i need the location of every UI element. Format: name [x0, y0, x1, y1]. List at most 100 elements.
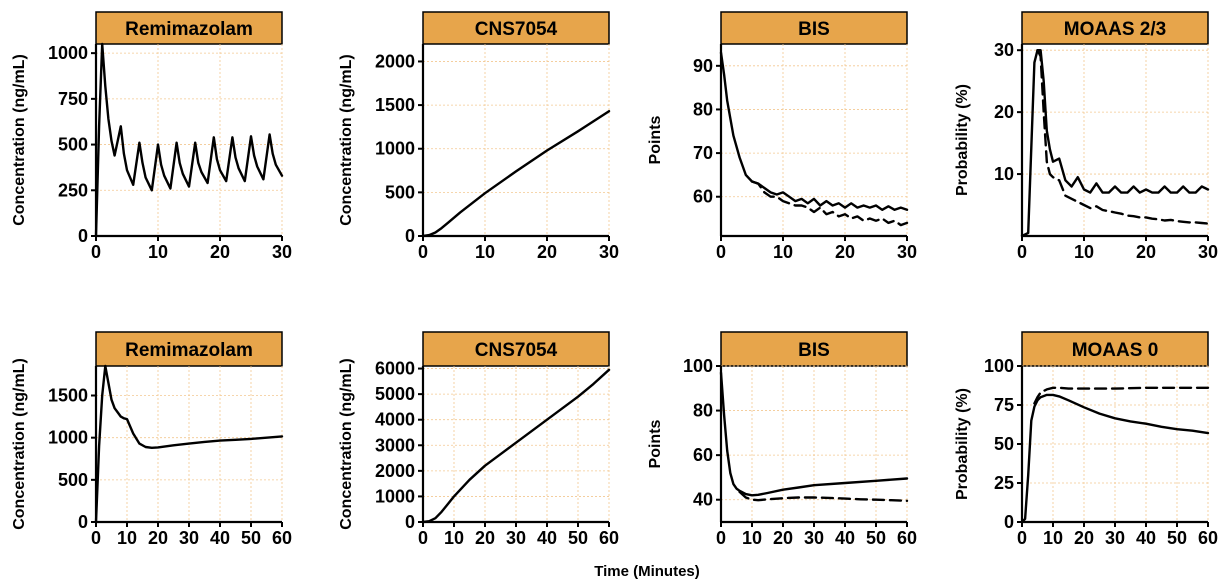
panel-8-y-axis-title: Probability (%) — [954, 388, 971, 500]
panel-7-series-dashed-line — [738, 490, 909, 502]
panel-5-title: Remimazolam — [125, 340, 253, 361]
panel-2-y-tick-label: 500 — [385, 182, 415, 202]
panel-8-strip — [1021, 331, 1209, 367]
panel-8-y-tick-label: 75 — [994, 395, 1014, 415]
panel-6-x-tick-label: 20 — [475, 528, 495, 548]
panel-5-strip — [95, 331, 283, 367]
panel-6-x-tick-label: 0 — [418, 528, 428, 548]
panel-5-series-solid-line — [94, 364, 284, 524]
panel-8-y-tick-label: 100 — [984, 356, 1014, 376]
panel-8-x-tick-label: 30 — [1105, 528, 1125, 548]
panel-3-title: BIS — [798, 19, 830, 40]
panel-8-series-dashed-line — [1033, 386, 1210, 405]
panel-4-x-tick-label: 30 — [1198, 242, 1218, 262]
panel-6-y-tick-label: 0 — [405, 512, 415, 532]
panel-4-y-axis-title: Probability (%) — [954, 84, 971, 196]
panel-2: CNS7054 0 10 20 30 0 500 1000 1500 2000 Concentrat… — [338, 11, 619, 262]
x-axis-title: Time (Minutes) — [594, 563, 700, 580]
panel-4-strip — [1021, 11, 1209, 45]
panel-3-y-tick-label: 60 — [693, 187, 713, 207]
panel-4-x-tick-label: 20 — [1136, 242, 1156, 262]
panel-7-x-tick-label: 0 — [716, 528, 726, 548]
panel-8-title: MOAAS 0 — [1072, 340, 1159, 361]
panel-3-x-tick-label: 30 — [897, 242, 917, 262]
panel-1-y-tick-label: 250 — [58, 180, 88, 200]
panel-8-x-tick-label: 0 — [1017, 528, 1027, 548]
panel-5-y-tick-label: 0 — [78, 512, 88, 532]
panel-5-x-tick-label: 40 — [210, 528, 230, 548]
panel-6-x-tick-label: 30 — [506, 528, 526, 548]
panel-5-y-tick-label: 1500 — [48, 386, 88, 406]
panel-4-series-dashed-line — [1036, 49, 1210, 225]
panel-5-x-tick-label: 10 — [117, 528, 137, 548]
panel-8-series-solid-line — [1020, 393, 1210, 524]
panel-6-y-axis-title: Concentration (ng/mL) — [338, 358, 355, 530]
panel-3-x-tick-label: 10 — [773, 242, 793, 262]
panel-3-y-tick-label: 80 — [693, 99, 713, 119]
panel-6-x-tick-label: 40 — [537, 528, 557, 548]
panel-5-y-axis-title: Concentration (ng/mL) — [11, 358, 28, 530]
panel-8-x-tick-label: 60 — [1198, 528, 1218, 548]
panel-2-y-tick-label: 1000 — [375, 139, 415, 159]
panel-3-x-tick-label: 0 — [716, 242, 726, 262]
panel-8-y-tick-label: 50 — [994, 434, 1014, 454]
panel-2-series-solid-line — [421, 109, 611, 238]
panel-2-x-tick-label: 10 — [475, 242, 495, 262]
panel-6-strip — [422, 331, 610, 367]
panel-2-y-tick-label: 0 — [405, 226, 415, 246]
panel-7-x-tick-label: 40 — [835, 528, 855, 548]
panel-5-x-tick-label: 20 — [148, 528, 168, 548]
panel-8-x-tick-label: 20 — [1074, 528, 1094, 548]
panel-8-y-tick-label: 0 — [1004, 512, 1014, 532]
panel-4-y-tick-label: 20 — [994, 102, 1014, 122]
panel-6-y-tick-label: 6000 — [375, 359, 415, 379]
panel-2-x-tick-label: 20 — [537, 242, 557, 262]
panel-7-x-tick-label: 60 — [897, 528, 917, 548]
panel-3-series-dashed-line — [750, 180, 909, 227]
panel-2-title: CNS7054 — [475, 19, 558, 40]
panel-5-x-tick-label: 60 — [272, 528, 292, 548]
panel-7-y-tick-label: 60 — [693, 445, 713, 465]
panel-7-y-tick-label: 80 — [693, 401, 713, 421]
panel-4-y-tick-label: 10 — [994, 164, 1014, 184]
panel-1-x-tick-label: 0 — [91, 242, 101, 262]
panel-5: Remimazolam 0 10 20 30 40 50 60 0 500 1000 1500 Conc… — [11, 331, 292, 548]
panel-4-x-tick-label: 10 — [1074, 242, 1094, 262]
panel-6-y-tick-label: 2000 — [375, 461, 415, 481]
panel-7-x-tick-label: 10 — [742, 528, 762, 548]
panel-5-y-tick-label: 500 — [58, 470, 88, 490]
panel-1-y-tick-label: 500 — [58, 135, 88, 155]
panel-2-y-axis-title: Concentration (ng/mL) — [338, 54, 355, 226]
panel-3-y-tick-label: 70 — [693, 143, 713, 163]
panel-6: CNS7054 0 10 20 30 40 50 60 0 1000 2000 3000 4000 500… — [338, 331, 619, 548]
panel-7-x-tick-label: 20 — [773, 528, 793, 548]
panel-7: BIS 0 10 20 30 40 50 60 40 60 80 100 Points — [647, 331, 917, 548]
panel-6-x-tick-label: 60 — [599, 528, 619, 548]
panel-6-y-tick-label: 1000 — [375, 486, 415, 506]
panel-7-x-tick-label: 50 — [866, 528, 886, 548]
panel-1-y-axis-title: Concentration (ng/mL) — [11, 54, 28, 226]
panel-1-title: Remimazolam — [125, 19, 253, 40]
panel-5-x-tick-label: 0 — [91, 528, 101, 548]
panel-4-series-solid-line — [1020, 49, 1210, 238]
panel-5-y-tick-label: 1000 — [48, 428, 88, 448]
panel-8-x-tick-label: 50 — [1167, 528, 1187, 548]
panel-1-y-tick-label: 0 — [78, 226, 88, 246]
panel-6-y-tick-label: 5000 — [375, 384, 415, 404]
panel-1-x-tick-label: 30 — [272, 242, 292, 262]
panel-6-title: CNS7054 — [475, 340, 558, 361]
panel-8-y-tick-label: 25 — [994, 473, 1014, 493]
panel-4-x-tick-label: 0 — [1017, 242, 1027, 262]
panel-6-x-tick-label: 50 — [568, 528, 588, 548]
panel-1-y-tick-label: 1000 — [48, 43, 88, 63]
panel-7-title: BIS — [798, 340, 830, 361]
panel-8: MOAAS 0 0 10 20 30 40 50 60 0 25 50 75 100 Probabilit… — [954, 331, 1218, 548]
panel-3: BIS 0 10 20 30 60 70 80 90 Points — [647, 11, 917, 262]
panel-1-x-tick-label: 10 — [148, 242, 168, 262]
panel-1-strip — [95, 11, 283, 45]
panel-3-x-tick-label: 20 — [835, 242, 855, 262]
panel-6-x-tick-label: 10 — [444, 528, 464, 548]
panel-6-y-tick-label: 3000 — [375, 435, 415, 455]
panel-2-x-tick-label: 0 — [418, 242, 428, 262]
panel-5-x-tick-label: 50 — [241, 528, 261, 548]
